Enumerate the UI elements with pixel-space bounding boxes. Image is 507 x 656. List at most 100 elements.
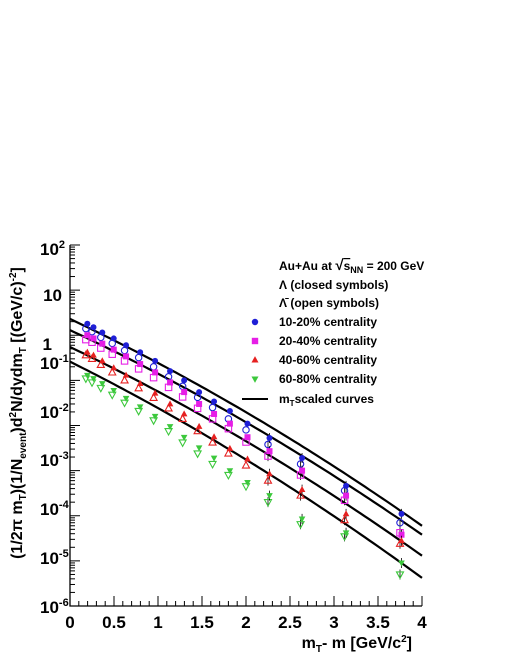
- legend-lambda: Λ (closed symbols): [279, 278, 388, 292]
- lambda-point: [123, 353, 130, 360]
- lambda-point: [180, 410, 188, 417]
- antilambda-point: [193, 450, 203, 459]
- legend-series-label: 40-60% centrality: [279, 353, 377, 367]
- antilambda-point: [164, 428, 174, 437]
- lambda-point: [266, 434, 273, 441]
- antilambda-point: [296, 460, 305, 468]
- y-tick-exponent: -6: [59, 597, 69, 609]
- y-tick-label: 10-6: [40, 597, 69, 617]
- lambda-point: [226, 407, 233, 414]
- antilambda-point: [149, 392, 159, 401]
- y-tick-base: 10: [40, 403, 59, 422]
- y-tick-exponent: -1: [59, 353, 69, 365]
- legend-marker: [251, 318, 259, 326]
- lambda-point: [152, 369, 159, 376]
- lambda-point: [244, 434, 251, 441]
- scaled-curve: [69, 346, 423, 557]
- data-points: [81, 320, 405, 580]
- legend-curves: mTscaled curves: [279, 392, 374, 408]
- lambda-point: [167, 368, 174, 375]
- legend-entries: 10-20% centrality 20-40% centrality 40-60%…: [251, 315, 377, 386]
- antilambda-point: [242, 426, 250, 434]
- antilambda-point: [96, 359, 106, 369]
- lambda-point: [226, 444, 234, 451]
- lambda-point: [342, 530, 350, 537]
- lambda-point: [398, 510, 405, 517]
- antilambda-point: [395, 571, 405, 580]
- antilambda-point: [120, 399, 130, 408]
- lambda-point: [210, 433, 218, 440]
- lambda-point: [122, 395, 130, 402]
- antilambda-point: [178, 413, 188, 423]
- x-tick-label: 4: [417, 613, 427, 632]
- legend-series-label: 10-20% centrality: [279, 315, 377, 329]
- lambda-point: [210, 455, 218, 462]
- antilambda-point: [208, 460, 218, 470]
- y-tick-base: 10: [40, 240, 59, 259]
- antilambda-point: [296, 490, 306, 499]
- lambda-point: [196, 400, 203, 407]
- lambda-point: [99, 357, 106, 364]
- lambda-point: [299, 455, 306, 462]
- x-tick-label: 1: [153, 613, 162, 632]
- antilambda-point: [263, 475, 273, 484]
- lambda-point: [99, 340, 106, 347]
- lambda-point: [90, 324, 97, 331]
- lambda-point: [84, 320, 91, 327]
- legend-header: Au+Au at √sNN = 200 GeV: [279, 257, 424, 275]
- lambda-point: [167, 379, 174, 386]
- lambda-point: [90, 351, 97, 358]
- antilambda-point: [134, 353, 143, 362]
- lambda-point: [181, 389, 188, 396]
- lambda-point: [110, 346, 117, 353]
- lambda-point: [226, 468, 234, 475]
- lambda-point: [195, 445, 203, 452]
- lambda-point: [151, 413, 159, 420]
- lambda-point: [211, 410, 218, 417]
- lambda-point: [343, 482, 350, 489]
- antilambda-point: [107, 367, 117, 376]
- y-tick-exponent: -3: [59, 450, 69, 462]
- x-axis-title: mT- m [GeV/c2]: [302, 634, 412, 655]
- x-tick-label: 2.5: [278, 613, 302, 632]
- lambda-point: [136, 379, 144, 386]
- lambda-point: [90, 335, 97, 342]
- y-tick-exponent: 2: [59, 239, 65, 251]
- antilambda-point: [107, 391, 117, 400]
- legend-marker: [251, 356, 259, 363]
- lambda-point: [266, 448, 273, 455]
- antilambda-point: [178, 439, 188, 448]
- antilambda-point: [223, 448, 233, 457]
- antilambda-point: [223, 471, 233, 480]
- antilambda-point: [296, 521, 306, 530]
- lambda-point: [110, 387, 118, 394]
- antilambda-point: [164, 403, 174, 412]
- y-tick-label: 1: [43, 335, 52, 354]
- antilambda-point: [149, 363, 158, 371]
- lambda-point: [195, 422, 203, 429]
- antilambda-point: [87, 379, 97, 388]
- lambda-point: [84, 332, 91, 339]
- y-tick-exponent: -4: [59, 499, 70, 511]
- x-tick-label: 3.5: [366, 613, 390, 632]
- antilambda-point: [208, 437, 218, 446]
- antilambda-point: [120, 375, 130, 384]
- lambda-point: [266, 493, 273, 500]
- lambda-point: [136, 404, 144, 411]
- y-tick-label: 10-4: [40, 499, 70, 519]
- lambda-point: [298, 516, 306, 523]
- lambda-point: [122, 371, 130, 378]
- lambda-point: [266, 470, 273, 477]
- antilambda-point: [263, 499, 273, 508]
- lambda-point: [196, 389, 203, 396]
- antilambda-point: [96, 384, 106, 393]
- lambda-point: [137, 361, 144, 368]
- lambda-point: [299, 467, 306, 474]
- y-tick-base: 10: [40, 549, 59, 568]
- lambda-point: [99, 329, 106, 336]
- lambda-point: [123, 342, 130, 349]
- lambda-point: [398, 537, 405, 544]
- y-tick-label: 102: [40, 239, 65, 259]
- x-tick-label: 3: [329, 613, 338, 632]
